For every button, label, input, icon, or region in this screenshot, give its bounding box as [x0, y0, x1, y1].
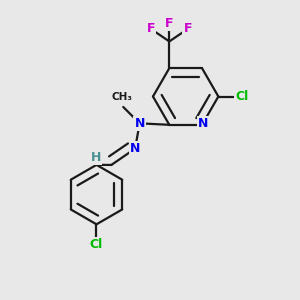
Text: F: F — [165, 17, 174, 30]
Text: CH₃: CH₃ — [111, 92, 132, 102]
Text: H: H — [91, 151, 102, 164]
Text: Cl: Cl — [235, 90, 248, 103]
Text: Cl: Cl — [90, 238, 103, 251]
Text: F: F — [147, 22, 155, 35]
Text: N: N — [130, 142, 140, 155]
Text: N: N — [134, 117, 145, 130]
Text: N: N — [198, 117, 209, 130]
Text: F: F — [184, 22, 192, 35]
